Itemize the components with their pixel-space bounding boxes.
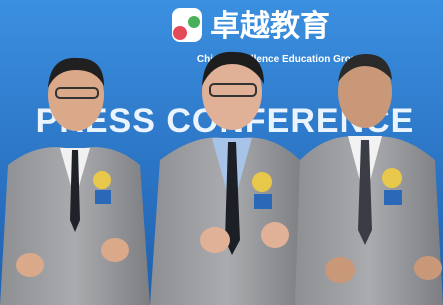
photo: 卓越教育 China Excellence Education Group PR…: [0, 0, 443, 305]
page: 卓越教育 China Excellence Education Group PR…: [0, 0, 443, 305]
logo-text: 卓越教育: [210, 9, 330, 44]
logo-icon: [172, 8, 202, 42]
